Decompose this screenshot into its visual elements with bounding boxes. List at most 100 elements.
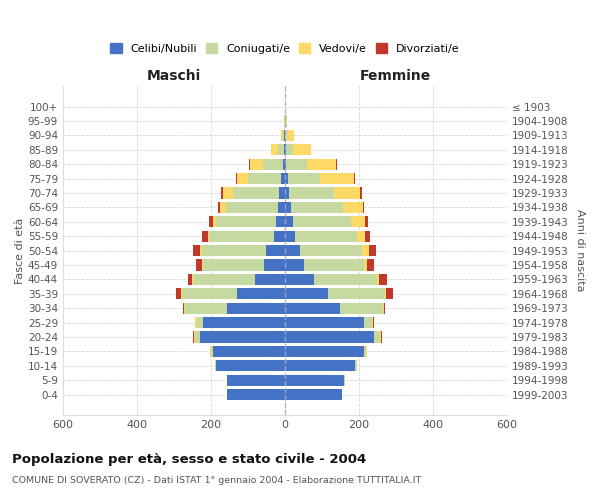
Bar <box>281 130 283 141</box>
Bar <box>352 216 365 228</box>
Bar <box>285 260 304 270</box>
Bar <box>184 302 185 314</box>
Bar <box>367 260 374 270</box>
Bar <box>386 288 393 300</box>
Bar <box>383 302 384 314</box>
Bar <box>343 202 363 213</box>
Bar <box>194 332 195 342</box>
Bar <box>203 260 265 270</box>
Y-axis label: Fasce di età: Fasce di età <box>15 218 25 284</box>
Bar <box>377 274 379 285</box>
Bar <box>364 260 367 270</box>
Bar <box>279 188 285 198</box>
Bar <box>209 230 274 242</box>
Bar <box>285 274 314 285</box>
Bar <box>285 245 301 256</box>
Bar <box>274 230 285 242</box>
Bar <box>283 130 284 141</box>
Bar <box>369 245 376 256</box>
Bar <box>193 274 255 285</box>
Bar <box>195 332 200 342</box>
Bar <box>285 317 364 328</box>
Bar <box>285 288 328 300</box>
Bar <box>381 332 382 342</box>
Bar <box>215 360 217 372</box>
Bar <box>340 302 383 314</box>
Bar <box>237 288 285 300</box>
Bar <box>278 202 285 213</box>
Bar <box>227 389 285 400</box>
Bar <box>181 288 182 300</box>
Bar <box>278 144 284 156</box>
Bar <box>281 173 285 184</box>
Bar <box>249 158 250 170</box>
Bar <box>374 332 380 342</box>
Bar <box>238 173 248 184</box>
Bar <box>285 302 340 314</box>
Text: Femmine: Femmine <box>360 69 431 83</box>
Bar <box>223 188 233 198</box>
Bar <box>285 332 374 342</box>
Bar <box>208 230 209 242</box>
Bar <box>195 317 197 328</box>
Legend: Celibi/Nubili, Coniugati/e, Vedovi/e, Divorziati/e: Celibi/Nubili, Coniugati/e, Vedovi/e, Di… <box>106 39 464 58</box>
Bar <box>248 173 281 184</box>
Bar <box>365 216 368 228</box>
Bar <box>285 130 287 141</box>
Text: COMUNE DI SOVERATO (CZ) - Dati ISTAT 1° gennaio 2004 - Elaborazione TUTTITALIA.I: COMUNE DI SOVERATO (CZ) - Dati ISTAT 1° … <box>12 476 421 485</box>
Bar <box>285 216 293 228</box>
Bar <box>295 230 357 242</box>
Bar <box>193 332 194 342</box>
Bar <box>197 317 203 328</box>
Bar <box>285 389 342 400</box>
Bar <box>209 216 214 228</box>
Bar <box>379 274 387 285</box>
Bar <box>289 188 334 198</box>
Bar <box>363 202 364 213</box>
Text: Maschi: Maschi <box>147 69 201 83</box>
Bar <box>285 346 364 357</box>
Bar <box>365 230 370 242</box>
Bar <box>286 158 307 170</box>
Bar <box>285 360 355 372</box>
Bar <box>344 374 345 386</box>
Y-axis label: Anni di nascita: Anni di nascita <box>575 210 585 292</box>
Bar <box>285 173 288 184</box>
Bar <box>212 346 285 357</box>
Bar <box>227 374 285 386</box>
Bar <box>285 230 295 242</box>
Bar <box>373 317 374 328</box>
Bar <box>320 173 353 184</box>
Bar <box>285 374 344 386</box>
Bar <box>334 188 360 198</box>
Bar <box>292 202 343 213</box>
Bar <box>200 332 285 342</box>
Bar <box>218 202 220 213</box>
Bar <box>221 188 223 198</box>
Bar <box>196 260 202 270</box>
Bar <box>362 245 369 256</box>
Bar <box>328 288 385 300</box>
Bar <box>266 245 285 256</box>
Bar <box>314 274 377 285</box>
Bar <box>285 188 289 198</box>
Bar <box>353 173 355 184</box>
Bar <box>285 144 286 156</box>
Bar <box>236 173 238 184</box>
Bar <box>307 158 336 170</box>
Bar <box>283 158 285 170</box>
Bar <box>193 245 200 256</box>
Bar <box>188 274 193 285</box>
Bar <box>183 302 184 314</box>
Bar <box>217 360 285 372</box>
Bar <box>301 245 362 256</box>
Bar <box>286 116 287 126</box>
Bar <box>285 116 286 126</box>
Bar <box>263 158 283 170</box>
Bar <box>360 188 362 198</box>
Bar <box>255 274 285 285</box>
Bar <box>220 202 226 213</box>
Bar <box>202 245 266 256</box>
Bar <box>275 216 285 228</box>
Bar <box>265 260 285 270</box>
